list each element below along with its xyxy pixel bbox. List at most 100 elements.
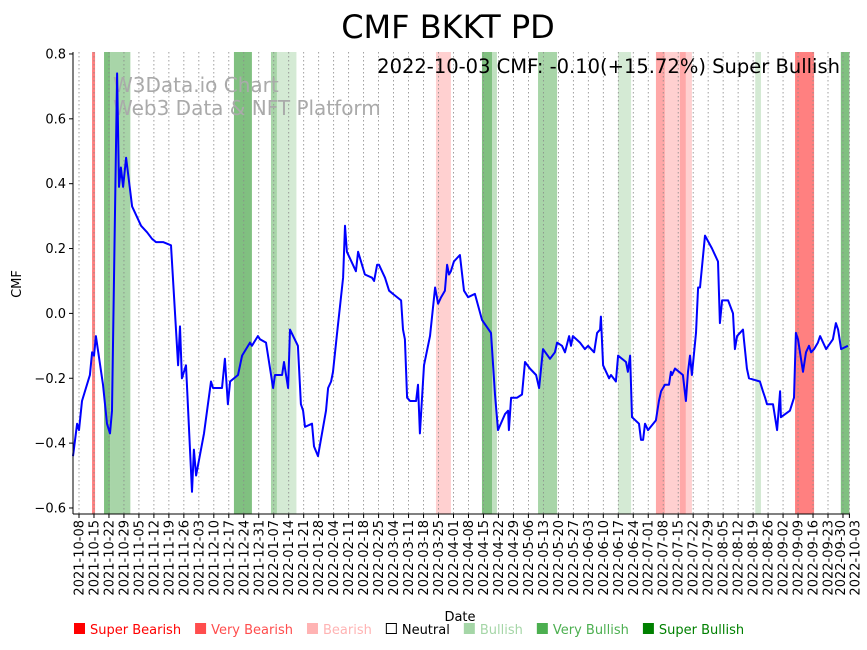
legend-swatch-neutral <box>385 623 397 634</box>
y-tick-label: −0.6 <box>34 501 66 516</box>
y-tick-label: −0.2 <box>34 372 66 387</box>
legend-label-super-bullish: Super Bullish <box>659 623 744 638</box>
x-tick-label: 2022-03-11 <box>402 520 417 596</box>
band-bullish <box>618 52 632 514</box>
x-tick-label: 2021-10-22 <box>102 520 117 596</box>
y-ticks: −0.6 −0.4 −0.2 0.0 0.2 0.4 0.6 0.8 <box>34 47 73 516</box>
x-tick-label: 2021-12-10 <box>207 520 222 596</box>
legend-swatch-very-bearish <box>195 623 207 634</box>
signal-bands <box>92 52 850 514</box>
x-tick-label: 2022-04-01 <box>447 520 462 596</box>
legend-label-very-bearish: Very Bearish <box>211 623 293 638</box>
x-tick-label: 2022-09-30 <box>834 520 849 596</box>
x-tick-label: 2022-09-09 <box>792 520 807 596</box>
watermark-line-1: W3Data.io Chart <box>113 73 279 97</box>
y-tick-label: −0.4 <box>34 437 66 452</box>
legend-label-bearish: Bearish <box>323 623 372 638</box>
x-gridlines <box>78 52 850 514</box>
y-tick-label: 0.4 <box>45 177 66 192</box>
x-tick-label: 2022-08-19 <box>747 520 762 596</box>
x-tick-label: 2021-10-29 <box>117 520 132 596</box>
band-very-bullish <box>481 52 493 514</box>
x-tick-label: 2022-07-29 <box>702 520 717 596</box>
legend-label-neutral: Neutral <box>402 623 450 638</box>
y-tick-label: 0.0 <box>45 307 66 322</box>
legend-swatch-super-bullish <box>642 623 654 634</box>
x-tick-label: 2021-11-12 <box>147 520 162 596</box>
y-tick-label: 0.2 <box>45 242 66 257</box>
band-very-bullish <box>104 52 111 514</box>
x-tick-label: 2022-05-06 <box>522 520 537 596</box>
legend-label-super-bearish: Super Bearish <box>90 623 181 638</box>
legend-swatch-super-bearish <box>74 623 85 634</box>
x-tick-label: 2022-09-02 <box>777 520 792 596</box>
chart-title: CMF BKKT PD <box>341 8 555 46</box>
legend-swatch-bullish <box>463 623 475 634</box>
x-tick-label: 2022-04-15 <box>477 520 492 596</box>
band-bullish <box>755 52 762 514</box>
band-bullish <box>492 52 497 514</box>
band-very-bearish <box>795 52 815 514</box>
legend-label-very-bullish: Very Bullish <box>553 623 629 638</box>
x-tick-label: 2022-04-29 <box>507 520 522 596</box>
x-tick-label: 2022-03-18 <box>417 520 432 596</box>
legend-swatch-very-bullish <box>536 623 548 634</box>
chart-annotation: 2022-10-03 CMF: -0.10(+15.72%) Super Bul… <box>377 55 840 78</box>
x-tick-label: 2022-01-14 <box>282 520 297 596</box>
x-tick-label: 2022-07-08 <box>657 520 672 596</box>
x-tick-label: 2022-06-03 <box>582 520 597 596</box>
band-very-bullish <box>840 52 850 514</box>
x-tick-label: 2022-01-28 <box>312 520 327 596</box>
x-tick-label: 2022-02-11 <box>342 520 357 596</box>
band-very-bearish <box>92 52 96 514</box>
band-bearish <box>655 52 665 514</box>
x-tick-label: 2022-03-04 <box>387 520 402 596</box>
band-bearish <box>679 52 686 514</box>
band-bearish <box>435 52 451 514</box>
x-tick-label: 2021-11-19 <box>162 520 177 596</box>
x-axis-label: Date <box>444 610 475 625</box>
x-tick-label: 2022-06-24 <box>627 520 642 596</box>
x-tick-label: 2021-10-08 <box>73 520 88 596</box>
x-tick-label: 2022-01-21 <box>297 520 312 596</box>
x-tick-label: 2022-05-13 <box>537 520 552 596</box>
x-tick-label: 2022-02-04 <box>327 520 342 596</box>
legend-label-bullish: Bullish <box>480 623 523 638</box>
x-tick-label: 2022-05-20 <box>552 520 567 596</box>
band-very-bullish <box>233 52 252 514</box>
x-tick-label: 2022-04-22 <box>492 520 507 596</box>
y-axis-label: CMF <box>10 270 25 298</box>
x-tick-label: 2022-07-22 <box>687 520 702 596</box>
legend: Super Bearish Very Bearish Bearish Neutral B… <box>74 623 744 638</box>
band-bullish <box>538 52 558 514</box>
x-tick-label: 2021-10-15 <box>87 520 102 596</box>
x-tick-label: 2022-03-25 <box>432 520 447 596</box>
y-tick-label: 0.8 <box>45 47 66 62</box>
x-tick-label: 2021-12-17 <box>222 520 237 596</box>
x-tick-label: 2021-11-05 <box>132 520 147 596</box>
x-tick-label: 2021-12-03 <box>192 520 207 596</box>
x-tick-label: 2022-05-27 <box>567 520 582 596</box>
x-tick-label: 2022-09-23 <box>822 520 837 596</box>
watermark: W3Data.io Chart Web3 Data & NFT Platform <box>113 73 381 120</box>
x-tick-label: 2022-06-17 <box>612 520 627 596</box>
x-tick-label: 2022-08-12 <box>732 520 747 596</box>
band-bearish <box>664 52 680 514</box>
x-tick-label: 2022-07-01 <box>642 520 657 596</box>
x-tick-label: 2022-07-15 <box>672 520 687 596</box>
watermark-line-2: Web3 Data & NFT Platform <box>113 96 381 120</box>
y-tick-label: 0.6 <box>45 112 66 127</box>
x-tick-label: 2022-06-10 <box>597 520 612 596</box>
x-tick-label: 2022-08-26 <box>762 520 777 596</box>
x-tick-label: 2022-09-16 <box>807 520 822 596</box>
x-tick-label: 2022-01-07 <box>267 520 282 596</box>
band-bullish <box>276 52 297 514</box>
band-bullish <box>270 52 277 514</box>
x-tick-label: 2022-10-03 <box>848 520 863 596</box>
x-ticks: 2021-10-08 2021-10-15 2021-10-22 2021-10-29… <box>73 514 863 596</box>
x-tick-label: 2021-11-26 <box>177 520 192 596</box>
band-bearish <box>685 52 692 514</box>
x-tick-label: 2022-02-25 <box>372 520 387 596</box>
x-tick-label: 2021-12-24 <box>237 520 252 596</box>
